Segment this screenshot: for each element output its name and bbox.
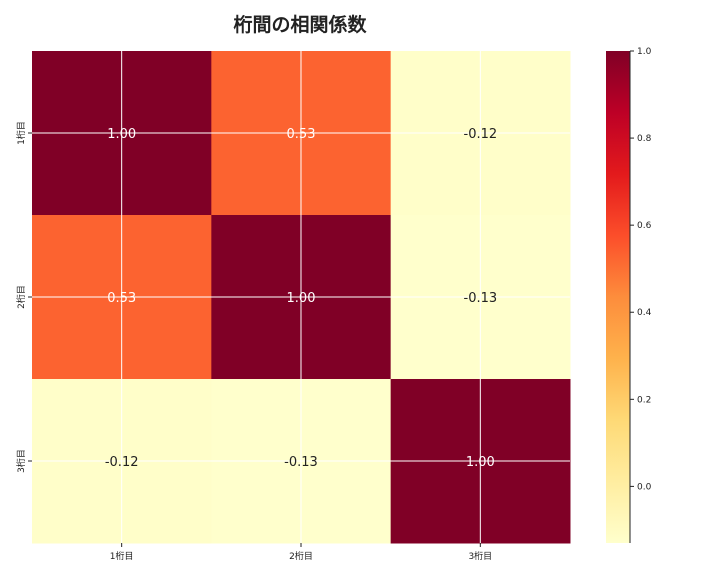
x-tick-label: 2桁目 [289,550,313,562]
y-tick-label: 3桁目 [15,449,27,473]
x-tick-label: 3桁目 [468,550,492,562]
cell-value-label: 1.00 [466,455,495,470]
colorbar-tick-label: 0.4 [637,308,652,318]
colorbar-tick-label: 0.2 [637,395,651,405]
cell-value-label: -0.12 [464,127,498,142]
y-tick-label: 1桁目 [15,121,27,145]
cell-value-label: -0.12 [105,455,139,470]
colorbar-tick-label: 0.0 [637,482,652,492]
cell-value-label: -0.13 [464,291,498,306]
cell-value-label: 0.53 [287,127,316,142]
y-tick-label: 2桁目 [15,285,27,309]
colorbar [606,51,630,543]
colorbar-tick-label: 0.8 [637,134,652,144]
colorbar-tick-label: 1.0 [637,47,652,57]
cell-value-label: 1.00 [287,291,316,306]
cell-value-label: 0.53 [107,291,136,306]
colorbar-tick-label: 0.6 [637,221,652,231]
cell-value-label: 1.00 [107,127,136,142]
cell-value-label: -0.13 [284,455,318,470]
chart-title: 桁間の相関係数 [233,14,367,36]
x-tick-label: 1桁目 [110,550,134,562]
